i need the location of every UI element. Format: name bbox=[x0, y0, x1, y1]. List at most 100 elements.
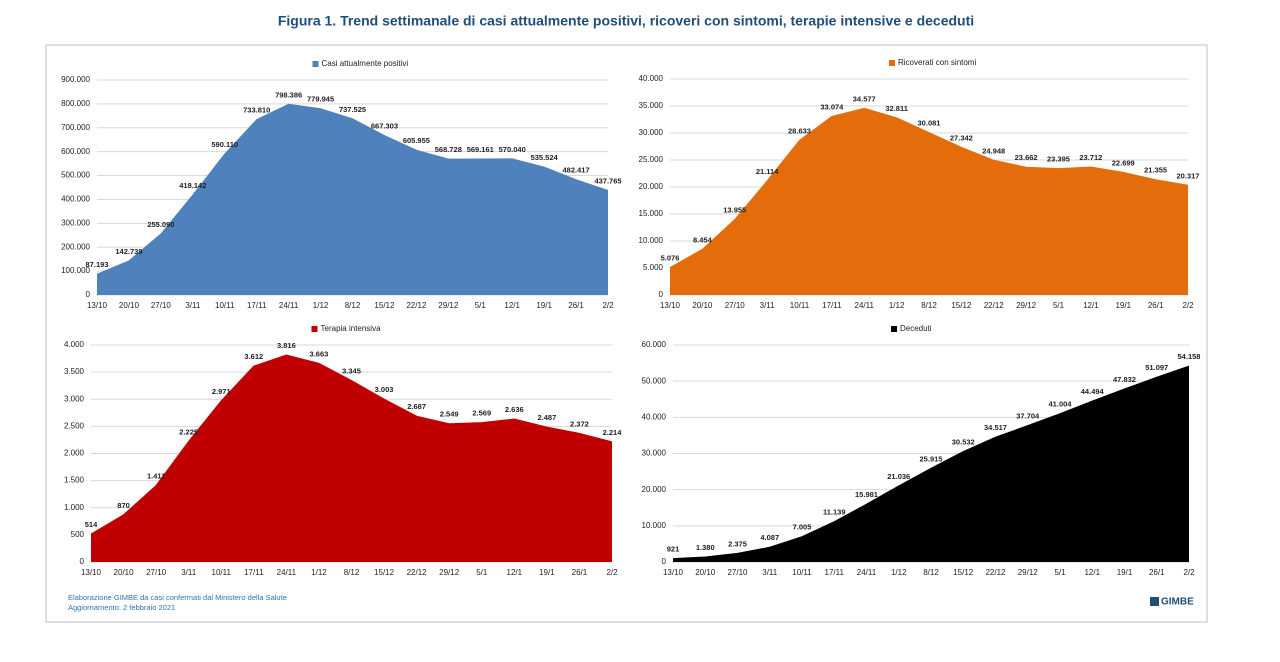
data-label: 27.342 bbox=[950, 133, 973, 142]
data-label: 4.087 bbox=[760, 533, 779, 542]
x-tick-label: 24/11 bbox=[279, 301, 299, 310]
x-tick-label: 2/2 bbox=[606, 568, 618, 577]
x-tick-label: 2/2 bbox=[602, 301, 614, 310]
x-tick-label: 1/12 bbox=[891, 568, 907, 577]
y-tick-label: 35.000 bbox=[639, 101, 664, 110]
x-tick-label: 8/12 bbox=[923, 568, 939, 577]
data-label: 7.005 bbox=[793, 523, 812, 532]
x-tick-label: 20/10 bbox=[114, 568, 135, 577]
area-line bbox=[90, 354, 613, 535]
source-note: Elaborazione GIMBE da casi confermati da… bbox=[68, 593, 287, 602]
data-label: 3.345 bbox=[342, 367, 361, 376]
y-tick-label: 0 bbox=[659, 290, 664, 299]
data-label: 23.712 bbox=[1079, 153, 1102, 162]
x-tick-label: 13/10 bbox=[663, 568, 684, 577]
y-tick-label: 5.000 bbox=[643, 263, 664, 272]
y-tick-label: 0 bbox=[86, 290, 91, 299]
data-label: 23.662 bbox=[1015, 153, 1038, 162]
x-tick-label: 27/10 bbox=[151, 301, 172, 310]
area-fill bbox=[97, 104, 608, 296]
y-tick-label: 40.000 bbox=[642, 412, 667, 421]
x-tick-label: 10/11 bbox=[212, 568, 232, 577]
y-tick-label: 500 bbox=[71, 530, 85, 539]
data-label: 570.040 bbox=[499, 145, 526, 154]
data-label: 23.395 bbox=[1047, 155, 1070, 164]
data-label: 20.317 bbox=[1177, 171, 1200, 180]
data-label: 11.139 bbox=[823, 508, 846, 517]
data-label: 15.981 bbox=[855, 490, 878, 499]
area-fill bbox=[673, 366, 1189, 562]
data-label: 2.687 bbox=[407, 402, 426, 411]
data-label: 21.355 bbox=[1144, 166, 1167, 175]
y-tick-label: 200.000 bbox=[61, 242, 90, 251]
data-label: 3.663 bbox=[310, 349, 329, 358]
x-tick-label: 12/1 bbox=[1083, 301, 1099, 310]
data-label: 2.375 bbox=[728, 539, 747, 548]
y-tick-label: 2.500 bbox=[64, 421, 85, 430]
x-tick-label: 1/12 bbox=[889, 301, 905, 310]
y-tick-label: 0 bbox=[80, 557, 85, 566]
x-tick-label: 15/12 bbox=[374, 568, 395, 577]
y-tick-label: 900.000 bbox=[61, 75, 90, 84]
data-label: 737.525 bbox=[339, 105, 366, 114]
x-tick-label: 29/12 bbox=[438, 301, 459, 310]
data-label: 24.948 bbox=[982, 146, 1005, 155]
x-tick-label: 27/10 bbox=[727, 568, 748, 577]
y-tick-label: 60.000 bbox=[642, 340, 667, 349]
x-tick-label: 10/11 bbox=[790, 301, 810, 310]
x-tick-label: 10/11 bbox=[215, 301, 235, 310]
x-tick-label: 22/12 bbox=[985, 568, 1006, 577]
data-label: 8.454 bbox=[693, 235, 713, 244]
x-tick-label: 26/1 bbox=[1149, 568, 1165, 577]
x-tick-label: 29/12 bbox=[1016, 301, 1037, 310]
x-tick-label: 2/2 bbox=[1183, 568, 1195, 577]
y-tick-label: 40.000 bbox=[639, 74, 664, 83]
y-tick-label: 700.000 bbox=[61, 123, 90, 132]
data-label: 255.090 bbox=[147, 220, 174, 229]
x-tick-label: 29/12 bbox=[439, 568, 460, 577]
data-label: 87.193 bbox=[86, 260, 109, 269]
area-line bbox=[96, 103, 609, 275]
x-tick-label: 3/11 bbox=[762, 568, 778, 577]
x-tick-label: 13/10 bbox=[660, 301, 681, 310]
x-tick-label: 19/1 bbox=[536, 301, 552, 310]
x-tick-label: 20/10 bbox=[692, 301, 713, 310]
area-fill bbox=[91, 354, 612, 562]
x-tick-label: 3/11 bbox=[185, 301, 201, 310]
x-tick-label: 19/1 bbox=[1115, 301, 1131, 310]
legend-swatch bbox=[312, 61, 319, 67]
y-tick-label: 500.000 bbox=[61, 171, 90, 180]
data-label: 798.386 bbox=[275, 90, 302, 99]
y-tick-label: 10.000 bbox=[639, 236, 664, 245]
x-tick-label: 27/10 bbox=[725, 301, 746, 310]
x-tick-label: 1/12 bbox=[311, 568, 327, 577]
y-tick-label: 30.000 bbox=[642, 449, 667, 458]
data-label: 779.945 bbox=[307, 95, 334, 104]
data-label: 733.810 bbox=[243, 106, 270, 115]
data-label: 44.494 bbox=[1081, 387, 1105, 396]
y-tick-label: 1.000 bbox=[64, 503, 85, 512]
x-tick-label: 8/12 bbox=[921, 301, 937, 310]
data-label: 30.081 bbox=[918, 119, 941, 128]
x-tick-label: 26/1 bbox=[1148, 301, 1164, 310]
data-label: 30.532 bbox=[952, 438, 975, 447]
data-label: 418.142 bbox=[179, 181, 206, 190]
data-label: 1.380 bbox=[696, 543, 715, 552]
data-label: 54.158 bbox=[1178, 352, 1201, 361]
x-tick-label: 22/12 bbox=[407, 568, 428, 577]
logo-icon bbox=[1150, 597, 1159, 606]
x-tick-label: 24/11 bbox=[277, 568, 297, 577]
x-tick-label: 19/1 bbox=[539, 568, 555, 577]
y-tick-label: 300.000 bbox=[61, 218, 90, 227]
x-tick-label: 2/2 bbox=[1182, 301, 1194, 310]
x-tick-label: 17/11 bbox=[247, 301, 267, 310]
y-tick-label: 30.000 bbox=[639, 128, 664, 137]
data-label: 41.004 bbox=[1049, 400, 1073, 409]
data-label: 535.524 bbox=[531, 153, 559, 162]
data-label: 2.372 bbox=[570, 419, 589, 428]
x-tick-label: 10/11 bbox=[792, 568, 812, 577]
x-tick-label: 8/12 bbox=[344, 568, 360, 577]
x-tick-label: 17/11 bbox=[244, 568, 264, 577]
y-tick-label: 1.500 bbox=[64, 476, 85, 485]
